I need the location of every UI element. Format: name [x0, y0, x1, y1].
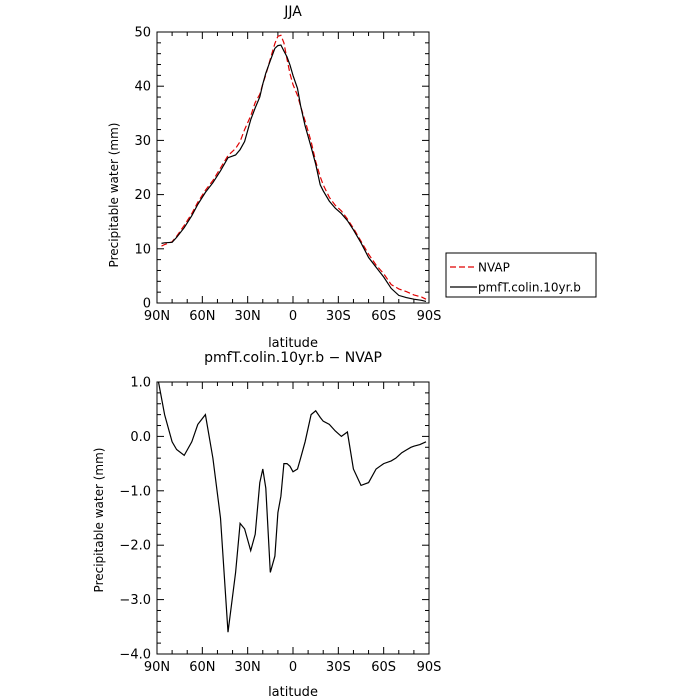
- y-tick-label: 0: [143, 297, 151, 312]
- bottom-plot-frame: [156, 381, 430, 655]
- y-tick-label: 1.0: [130, 376, 151, 391]
- bottom-plot-series: [157, 381, 427, 633]
- top-plot-series: [161, 34, 427, 302]
- x-tick-label: 90S: [417, 660, 442, 675]
- top-axis-ticks: 90N 60N 30N 0 30S 60S 90S 0 10 20 30 40 50: [134, 26, 441, 325]
- bottom-panel: pmfT.colin.10yr.b − NVAP 90N 60N 30N 0 30S 60…: [92, 350, 441, 700]
- legend-label: NVAP: [478, 261, 510, 275]
- top-plot-frame: [156, 31, 430, 304]
- x-tick-label: 0: [289, 660, 297, 675]
- y-tick-label: −1.0: [119, 484, 151, 499]
- x-tick-label: 90N: [144, 309, 170, 324]
- x-tick-label: 30N: [235, 309, 261, 324]
- legend-label: pmfT.colin.10yr.b: [478, 281, 581, 295]
- x-tick-label: 30N: [235, 660, 261, 675]
- y-tick-label: −3.0: [119, 593, 151, 608]
- x-tick-label: 60S: [371, 309, 396, 324]
- y-tick-label: 10: [134, 242, 151, 257]
- top-panel-title: JJA: [283, 4, 302, 20]
- bottom-panel-title: pmfT.colin.10yr.b − NVAP: [204, 350, 382, 366]
- x-tick-label: 0: [289, 309, 297, 324]
- top-panel: JJA 90N 60N 30N 0 30S 60S 90S 0 10 20 30 40 50 latit…: [107, 4, 441, 351]
- y-tick-label: 20: [134, 188, 151, 203]
- x-tick-label: 90S: [417, 309, 442, 324]
- top-x-axis-label: latitude: [268, 336, 318, 351]
- series-line-nvap: [161, 34, 427, 300]
- y-tick-label: 0.0: [130, 430, 151, 445]
- y-tick-label: 40: [134, 80, 151, 95]
- bottom-axis-ticks: 90N 60N 30N 0 30S 60S 90S 1.0 0.0 −1.0 −2.0 −3.0 −4.…: [119, 376, 441, 676]
- x-tick-label: 60N: [189, 660, 215, 675]
- legend: NVAP pmfT.colin.10yr.b: [445, 252, 597, 298]
- series-line-diff: [157, 381, 427, 633]
- bottom-y-axis-label: Precipitable water (mm): [92, 448, 106, 593]
- bottom-x-axis-label: latitude: [268, 685, 318, 700]
- x-tick-label: 90N: [144, 660, 170, 675]
- x-tick-label: 60S: [371, 660, 396, 675]
- x-tick-label: 60N: [189, 309, 215, 324]
- legend-box: [445, 252, 597, 298]
- x-tick-label: 30S: [326, 660, 351, 675]
- y-tick-label: 30: [134, 134, 151, 149]
- legend-items: NVAP pmfT.colin.10yr.b: [450, 261, 581, 295]
- y-tick-label: 50: [134, 26, 151, 41]
- y-tick-label: −4.0: [119, 648, 151, 663]
- x-tick-label: 30S: [326, 309, 351, 324]
- series-line-pmft-colin-10yr-b: [161, 44, 427, 302]
- top-y-axis-label: Precipitable water (mm): [107, 123, 121, 268]
- y-tick-label: −2.0: [119, 539, 151, 554]
